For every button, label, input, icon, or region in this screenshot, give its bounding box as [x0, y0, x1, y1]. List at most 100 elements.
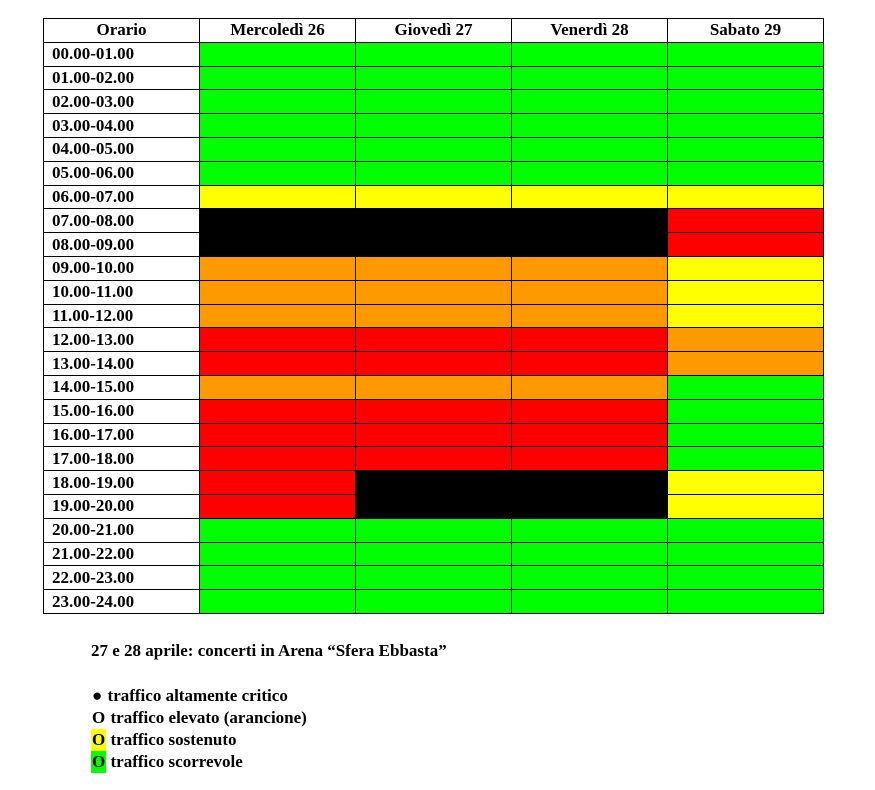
table-row: 04.00-05.00	[43, 136, 824, 162]
header-day-saturday: Sabato 29	[667, 18, 824, 43]
traffic-level-cell	[199, 255, 356, 281]
traffic-level-cell	[199, 327, 356, 353]
traffic-level-cell	[667, 470, 824, 495]
traffic-level-cell	[199, 208, 356, 234]
table-row: 09.00-10.00	[43, 255, 824, 281]
time-slot-cell: 06.00-07.00	[43, 184, 200, 210]
table-row: 06.00-07.00	[43, 184, 824, 210]
traffic-level-cell	[511, 422, 668, 448]
legend-symbol: O	[91, 751, 107, 773]
traffic-level-cell	[355, 208, 512, 234]
traffic-level-cell	[667, 565, 824, 591]
traffic-level-cell	[667, 65, 824, 91]
traffic-level-cell	[511, 351, 668, 376]
traffic-level-cell	[355, 41, 512, 67]
traffic-level-cell	[199, 398, 356, 424]
traffic-level-cell	[511, 374, 668, 400]
traffic-level-cell	[511, 541, 668, 567]
legend-label: traffico sostenuto	[106, 730, 237, 749]
traffic-level-cell	[355, 589, 512, 614]
traffic-level-cell	[199, 422, 356, 448]
table-body: 00.00-01.00 01.00-02.00 02.00-03.00 03.00-0…	[43, 41, 824, 614]
traffic-level-cell	[667, 232, 824, 257]
table-row: 23.00-24.00	[43, 589, 824, 614]
traffic-level-cell	[355, 279, 512, 305]
table-row: 22.00-23.00	[43, 565, 824, 591]
time-slot-cell: 16.00-17.00	[43, 422, 200, 448]
legend-label: traffico scorrevole	[106, 752, 243, 771]
traffic-level-cell	[667, 89, 824, 115]
traffic-level-cell	[199, 136, 356, 162]
table-row: 17.00-18.00	[43, 446, 824, 472]
traffic-level-cell	[199, 89, 356, 115]
traffic-level-cell	[511, 565, 668, 591]
time-slot-cell: 18.00-19.00	[43, 470, 200, 495]
traffic-level-cell	[511, 41, 668, 67]
table-row: 00.00-01.00	[43, 41, 824, 67]
table-row: 02.00-03.00	[43, 89, 824, 115]
legend-item: O traffico sostenuto	[91, 729, 447, 751]
traffic-level-cell	[355, 255, 512, 281]
traffic-level-cell	[667, 113, 824, 138]
table-row: 14.00-15.00	[43, 374, 824, 400]
table-row: 18.00-19.00	[43, 470, 824, 495]
traffic-level-cell	[199, 493, 356, 519]
table-row: 19.00-20.00	[43, 493, 824, 519]
traffic-level-cell	[511, 208, 668, 234]
traffic-level-cell	[667, 303, 824, 329]
legend-label: traffico elevato (arancione)	[106, 708, 307, 727]
header-orario: Orario	[43, 18, 200, 43]
time-slot-cell: 04.00-05.00	[43, 136, 200, 162]
traffic-level-cell	[355, 160, 512, 186]
traffic-level-cell	[511, 327, 668, 353]
traffic-level-cell	[199, 232, 356, 257]
time-slot-cell: 07.00-08.00	[43, 208, 200, 234]
traffic-level-cell	[511, 279, 668, 305]
time-slot-cell: 19.00-20.00	[43, 493, 200, 519]
time-slot-cell: 21.00-22.00	[43, 541, 200, 567]
traffic-level-cell	[355, 422, 512, 448]
traffic-level-cell	[199, 541, 356, 567]
traffic-level-cell	[511, 589, 668, 614]
traffic-level-cell	[355, 65, 512, 91]
traffic-level-cell	[667, 327, 824, 353]
traffic-level-cell	[667, 398, 824, 424]
time-slot-cell: 12.00-13.00	[43, 327, 200, 353]
table-row: 11.00-12.00	[43, 303, 824, 329]
traffic-level-cell	[667, 160, 824, 186]
table-row: 12.00-13.00	[43, 327, 824, 353]
traffic-level-cell	[355, 470, 512, 495]
traffic-level-cell	[667, 41, 824, 67]
traffic-level-cell	[199, 374, 356, 400]
traffic-level-cell	[199, 41, 356, 67]
table-header-row: Orario Mercoledì 26 Giovedì 27 Venerdì 2…	[43, 18, 824, 43]
header-day-thursday: Giovedì 27	[355, 18, 512, 43]
traffic-level-cell	[667, 517, 824, 543]
time-slot-cell: 14.00-15.00	[43, 374, 200, 400]
time-slot-cell: 05.00-06.00	[43, 160, 200, 186]
traffic-level-cell	[355, 136, 512, 162]
traffic-level-cell	[667, 374, 824, 400]
table-row: 16.00-17.00	[43, 422, 824, 448]
traffic-level-cell	[511, 255, 668, 281]
traffic-level-cell	[199, 589, 356, 614]
traffic-level-cell	[355, 232, 512, 257]
table-row: 01.00-02.00	[43, 65, 824, 91]
traffic-level-cell	[199, 303, 356, 329]
traffic-level-cell	[667, 279, 824, 305]
traffic-level-cell	[199, 517, 356, 543]
legend-item: O traffico scorrevole	[91, 751, 447, 773]
table-row: 07.00-08.00	[43, 208, 824, 234]
table-row: 08.00-09.00	[43, 232, 824, 257]
legend-label: traffico altamente critico	[103, 686, 288, 705]
traffic-level-cell	[667, 184, 824, 210]
table-row: 21.00-22.00	[43, 541, 824, 567]
traffic-level-cell	[511, 65, 668, 91]
time-slot-cell: 01.00-02.00	[43, 65, 200, 91]
legend-symbol: ●	[92, 686, 103, 705]
traffic-level-cell	[355, 446, 512, 472]
time-slot-cell: 09.00-10.00	[43, 255, 200, 281]
traffic-level-cell	[355, 493, 512, 519]
header-day-wednesday: Mercoledì 26	[199, 18, 356, 43]
traffic-level-cell	[355, 374, 512, 400]
